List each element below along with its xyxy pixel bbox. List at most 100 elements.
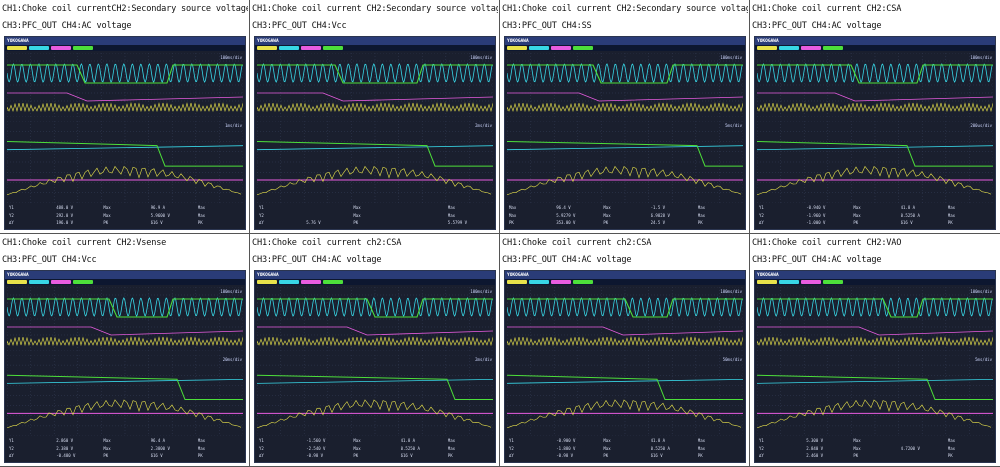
- readout-value: Max: [103, 212, 111, 218]
- oscilloscope-screen: YOKOGAWA 100ms/div 5ms/div Y1 5.300 V Max Max Y…: [754, 270, 996, 463]
- panel-caption: CH1:Choke coil current CH2:Secondary sou…: [502, 1, 748, 35]
- ch1-trace: [757, 102, 993, 113]
- ch4-zoom-trace: [7, 374, 243, 401]
- channel-tag: [823, 46, 843, 50]
- ch2-trace: [257, 63, 493, 83]
- zoom-timebase: 200us/div: [970, 123, 992, 128]
- ch4-trace: [257, 64, 493, 84]
- readout-value: Max: [103, 205, 111, 210]
- readout-value: 5.300 V: [806, 438, 824, 443]
- scope-graticule: [507, 355, 743, 436]
- measurement-readout: Y1 5.300 V Max Max Y2 2.840 V Max 4.7200 V Max ΔY…: [759, 438, 993, 460]
- ch2-zoom-trace: [757, 378, 993, 384]
- readout-value: [306, 205, 351, 212]
- readout-value: PK: [697, 453, 703, 459]
- ch3-trace: [507, 92, 743, 102]
- channel-indicators: [505, 279, 745, 285]
- channel-tag: [757, 46, 777, 50]
- ch4-zoom-trace: [757, 374, 993, 401]
- readout-value: PK: [853, 453, 859, 459]
- ch1-zoom-trace: [757, 399, 992, 429]
- caption-line: CH1:Choke coil current ch2:CSA: [252, 238, 402, 248]
- readout-value: -1.560 V: [306, 438, 326, 443]
- zoom-timebase: 2ms/div: [475, 123, 492, 128]
- readout-value: PK: [103, 220, 109, 226]
- channel-tag: [573, 46, 593, 50]
- scope-header: YOKOGAWA: [505, 271, 745, 279]
- readout-value: 24.5 V: [650, 220, 666, 226]
- readout-value: Y2: [759, 212, 764, 218]
- brand-logo: YOKOGAWA: [757, 272, 779, 278]
- readout-value: Max: [947, 438, 956, 443]
- scope-header: YOKOGAWA: [505, 37, 745, 45]
- scope-graticule: [757, 121, 993, 203]
- readout-value: Max: [509, 212, 517, 218]
- readout-value: Max: [197, 205, 206, 210]
- readout-value: Max: [447, 445, 456, 451]
- channel-tag: [29, 46, 49, 50]
- readout-value: PK: [947, 220, 953, 226]
- ch1-trace: [257, 336, 493, 347]
- main-waveform-window: [257, 287, 493, 351]
- readout-value: 41.8 A: [900, 205, 916, 210]
- scope-graticule: [757, 355, 993, 436]
- channel-tag: [301, 46, 321, 50]
- measurement-readout: Y1 -0.940 V Max 41.8 A Max Y2 -1.960 V Max 0.525…: [759, 205, 993, 227]
- ch3-trace: [757, 92, 993, 102]
- main-timebase: 100ms/div: [970, 55, 992, 60]
- caption-line: CH1:Choke coil currentCH2:Secondary sour…: [2, 4, 248, 14]
- zoom-waveform-window: [7, 121, 243, 203]
- channel-tag: [73, 46, 93, 50]
- readout-value: 196.0 V: [56, 220, 74, 226]
- scope-header: YOKOGAWA: [755, 37, 995, 45]
- readout-value: ΔY: [9, 453, 14, 459]
- readout-value: Y2: [9, 445, 14, 451]
- readout-value: -0.98 V: [306, 453, 324, 459]
- panel-caption: CH1:Choke coil current CH2:CSA CH3:PFC_OU…: [752, 1, 998, 35]
- readout-value: PK: [447, 453, 453, 459]
- readout-value: ΔY: [259, 220, 264, 226]
- channel-tag: [573, 280, 593, 284]
- ch4-trace: [257, 298, 493, 318]
- channel-tag: [779, 46, 799, 50]
- channel-tag: [801, 46, 821, 50]
- scope-graticule: [507, 121, 743, 203]
- readout-value: PK: [853, 220, 859, 226]
- oscilloscope-screen: YOKOGAWA 100ms/div 5ms/div Max 96.4 V Max -1.5…: [504, 36, 746, 230]
- caption-line: CH1:Choke coil current CH2:Vsense: [2, 238, 167, 248]
- zoom-waveform-window: [507, 355, 743, 436]
- readout-value: 488.0 V: [56, 205, 74, 210]
- channel-tag: [257, 46, 277, 50]
- ch1-trace: [507, 336, 743, 347]
- ch1-zoom-trace: [7, 399, 242, 429]
- caption-line: CH3:PFC_OUT CH4:AC voltage: [752, 255, 882, 265]
- readout-value: Max: [853, 212, 861, 218]
- panel-caption: CH1:Choke coil current CH2:Secondary sou…: [252, 1, 498, 35]
- ch4-trace: [757, 298, 993, 318]
- readout-value: Max: [197, 438, 206, 443]
- scope-panel: CH1:Choke coil current ch2:CSA CH3:PFC_OU…: [250, 234, 500, 467]
- measurement-readout: Y1 488.0 V Max 96.9 A Max Y2 292.0 V Max 5.9600 …: [9, 205, 243, 227]
- readout-value: PK: [353, 453, 359, 459]
- readout-value: 616 V: [900, 220, 913, 226]
- channel-indicators: [5, 45, 245, 51]
- channel-tag: [73, 280, 93, 284]
- channel-indicators: [505, 45, 745, 51]
- ch1-zoom-trace: [257, 399, 492, 429]
- readout-value: Max: [947, 445, 956, 451]
- ch1-zoom-trace: [257, 165, 492, 196]
- ch3-trace: [7, 92, 243, 102]
- zoom-timebase: 1ms/div: [225, 123, 242, 128]
- channel-tag: [257, 280, 277, 284]
- main-waveform-window: [7, 287, 243, 351]
- readout-value: Max: [103, 445, 111, 451]
- readout-value: Y2: [759, 445, 764, 451]
- ch2-trace: [757, 63, 993, 83]
- ch2-zoom-trace: [757, 145, 993, 151]
- readout-value: 5.9600 V: [150, 212, 170, 218]
- channel-tag: [29, 280, 49, 284]
- channel-tag: [757, 280, 777, 284]
- readout-value: Max: [697, 438, 706, 443]
- readout-value: Max: [603, 445, 611, 451]
